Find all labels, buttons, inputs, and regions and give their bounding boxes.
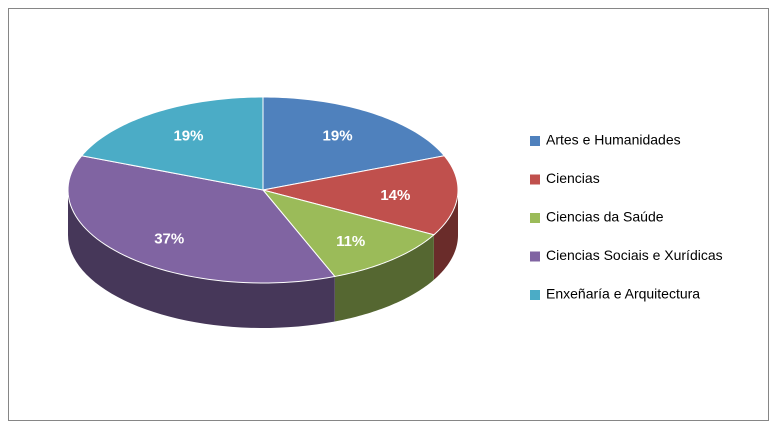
data-label: 14% xyxy=(380,187,410,204)
slice-side xyxy=(334,234,434,322)
legend-swatch xyxy=(530,213,540,223)
legend-swatch xyxy=(530,251,540,262)
slice xyxy=(262,96,446,191)
data-label: 11% xyxy=(336,233,365,250)
slice-side xyxy=(68,190,335,328)
slice xyxy=(261,189,435,278)
legend-label: Ciencias xyxy=(546,170,600,186)
legend-swatch xyxy=(530,174,540,185)
legend-swatch xyxy=(530,136,540,146)
legend-label: Artes e Humanidades xyxy=(546,132,681,148)
slice-side xyxy=(433,190,458,280)
slice xyxy=(80,96,264,191)
data-label: 37% xyxy=(154,230,184,247)
slice xyxy=(67,155,336,284)
data-label: 19% xyxy=(173,128,203,145)
slice xyxy=(262,155,459,236)
legend-swatch xyxy=(530,290,540,300)
legend-label: Ciencias Sociais e Xurídicas xyxy=(546,247,723,263)
legend-label: Enxeñaría e Arquitectura xyxy=(546,286,700,302)
data-label: 19% xyxy=(323,128,353,145)
legend-label: Ciencias da Saúde xyxy=(546,209,664,225)
